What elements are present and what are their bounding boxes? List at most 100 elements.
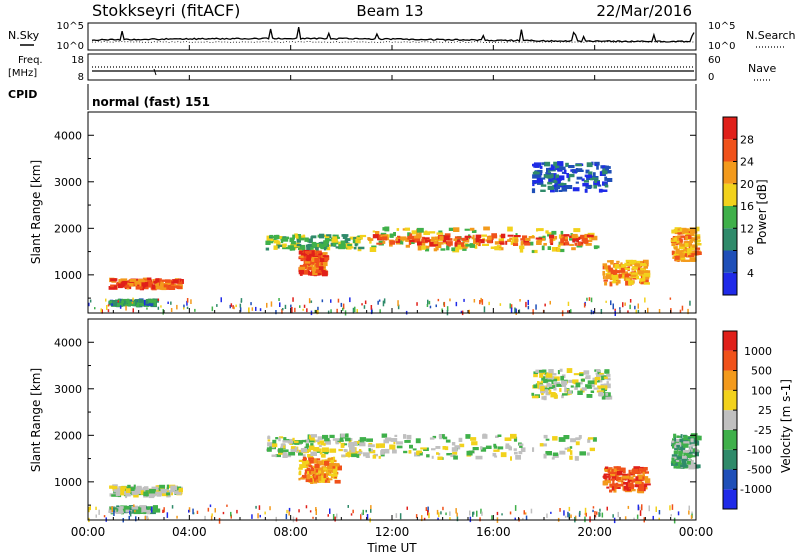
power-cell bbox=[338, 242, 346, 247]
power-cell bbox=[380, 234, 387, 237]
power-cell bbox=[543, 161, 551, 167]
velocity-cell bbox=[412, 448, 417, 451]
velocity-cell bbox=[450, 454, 456, 458]
power-cell bbox=[304, 251, 312, 254]
power-cell bbox=[557, 179, 561, 184]
power-cell bbox=[315, 247, 319, 251]
power-noise-cell bbox=[370, 308, 373, 315]
power-cell bbox=[551, 247, 558, 252]
power-cell bbox=[320, 261, 324, 265]
velocity-cell bbox=[680, 464, 688, 468]
power-cell bbox=[640, 263, 646, 267]
velocity-cell bbox=[304, 472, 307, 477]
velocity-cell bbox=[282, 449, 289, 453]
velocity-cell bbox=[643, 487, 646, 492]
power-noise-cell bbox=[488, 301, 490, 306]
power-cell bbox=[603, 279, 608, 282]
power-noise-cell bbox=[259, 308, 262, 312]
power-cell bbox=[606, 274, 612, 279]
velocity-cell bbox=[284, 439, 290, 442]
power-cell bbox=[560, 183, 567, 186]
power-cell bbox=[298, 269, 304, 275]
power-noise-cell bbox=[239, 307, 242, 312]
power-cell bbox=[611, 274, 619, 278]
velocity-cell bbox=[601, 375, 605, 381]
power-noise-cell bbox=[525, 301, 527, 308]
power-cell bbox=[637, 270, 645, 275]
power-cell bbox=[607, 178, 613, 182]
velocity-cell bbox=[131, 506, 139, 510]
velocity-cell bbox=[695, 435, 702, 441]
velocity-cell bbox=[485, 445, 492, 449]
power-cell bbox=[603, 182, 608, 187]
power-cell bbox=[150, 298, 154, 304]
power-cell bbox=[173, 279, 179, 283]
power-cell bbox=[151, 284, 156, 290]
power-noise-cell bbox=[361, 303, 363, 306]
power-noise-cell bbox=[275, 310, 277, 315]
power-ytick-label: 3000 bbox=[54, 176, 82, 189]
power-y-ticks: 1000 2000 3000 4000 bbox=[54, 129, 696, 299]
velocity-cell bbox=[531, 395, 539, 399]
power-cell bbox=[435, 246, 439, 251]
velocity-cell bbox=[435, 446, 441, 449]
power-cell bbox=[626, 278, 630, 281]
velocity-cell bbox=[616, 466, 621, 471]
power-cell bbox=[694, 240, 700, 243]
power-cell bbox=[139, 282, 143, 288]
velocity-cell bbox=[548, 369, 554, 374]
velocity-cell bbox=[310, 451, 317, 456]
velocity-cell bbox=[494, 455, 498, 458]
velocity-cell bbox=[120, 486, 127, 489]
velocity-cell bbox=[575, 382, 581, 388]
power-cell bbox=[335, 246, 339, 249]
power-cell bbox=[118, 279, 121, 284]
velocity-noise-cell bbox=[677, 511, 680, 516]
velocity-cell bbox=[298, 477, 301, 481]
power-noise-cell bbox=[170, 308, 173, 312]
power-cell bbox=[410, 241, 415, 244]
power-colorbar-segment bbox=[723, 117, 737, 140]
velocity-cell bbox=[553, 387, 557, 391]
power-cell bbox=[163, 284, 168, 288]
velocity-noise-cell bbox=[207, 507, 210, 512]
velocity-cell bbox=[606, 373, 611, 377]
power-cell bbox=[576, 176, 583, 180]
velocity-cell bbox=[325, 473, 329, 478]
velocity-cell bbox=[309, 436, 315, 441]
velocity-cell bbox=[612, 484, 618, 489]
velocity-cell bbox=[147, 506, 152, 509]
power-cell bbox=[677, 235, 682, 241]
noise-sky-series bbox=[91, 26, 695, 43]
velocity-noise-cell bbox=[637, 504, 640, 511]
power-cell bbox=[108, 286, 115, 290]
power-noise-cell bbox=[89, 299, 92, 303]
velocity-cell bbox=[541, 376, 546, 381]
velocity-noise-cell bbox=[95, 506, 97, 510]
velocity-cell bbox=[638, 487, 645, 492]
power-cell bbox=[523, 239, 530, 244]
velocity-cell bbox=[314, 467, 322, 471]
velocity-cell bbox=[307, 471, 310, 475]
velocity-cell bbox=[408, 450, 412, 454]
velocity-cell bbox=[348, 438, 353, 441]
power-cell bbox=[576, 238, 579, 243]
velocity-noise-cell bbox=[639, 510, 642, 516]
power-cell bbox=[451, 247, 456, 252]
power-cell bbox=[475, 242, 479, 246]
power-cell bbox=[455, 240, 462, 245]
power-cell bbox=[682, 228, 689, 233]
power-cell bbox=[532, 171, 540, 175]
velocity-cell bbox=[549, 385, 556, 389]
power-colorbar-segment bbox=[723, 206, 737, 229]
power-cell bbox=[307, 263, 312, 267]
power-cell bbox=[266, 238, 271, 243]
power-cell bbox=[322, 252, 328, 255]
power-cell bbox=[514, 238, 519, 242]
velocity-cell bbox=[135, 489, 141, 494]
velocity-cell bbox=[675, 442, 682, 447]
velocity-cell bbox=[575, 441, 580, 446]
velocity-cell bbox=[300, 477, 306, 480]
power-cell bbox=[269, 234, 274, 238]
power-cell bbox=[594, 245, 598, 250]
